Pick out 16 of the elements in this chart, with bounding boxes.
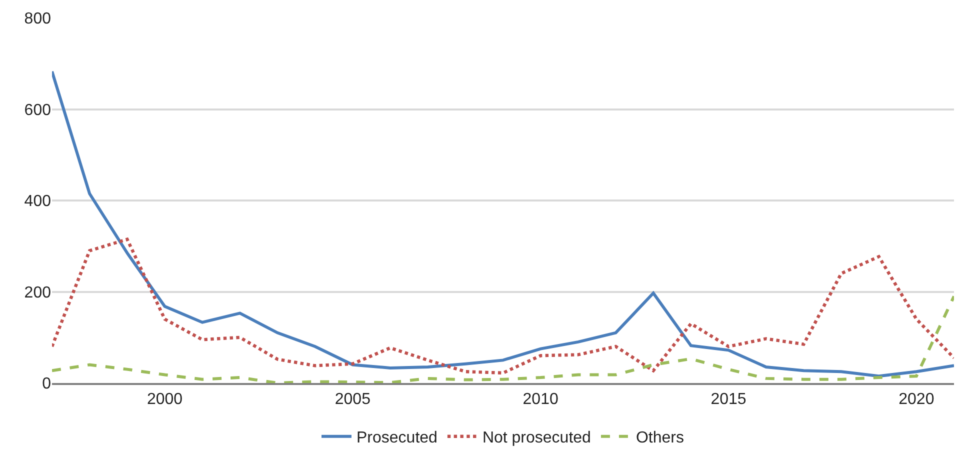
y-tick-label: 0 xyxy=(42,376,52,393)
line-series xyxy=(52,294,954,383)
legend-label: Not prosecuted xyxy=(482,430,591,447)
x-tick-label: 2000 xyxy=(146,391,183,408)
y-tick-label: 400 xyxy=(24,193,52,210)
y-tick-label: 600 xyxy=(24,102,52,119)
line-series xyxy=(52,70,954,378)
x-tick-label: 2010 xyxy=(522,391,558,408)
x-tick-label: 2015 xyxy=(710,391,746,408)
y-tick-label: 800 xyxy=(24,10,52,28)
line-series xyxy=(52,238,954,375)
x-tick-label: 2005 xyxy=(334,391,371,408)
legend-label: Prosecuted xyxy=(356,430,438,447)
y-tick-label: 200 xyxy=(24,284,52,302)
legend-label: Others xyxy=(636,430,684,447)
x-tick-label: 2020 xyxy=(898,391,934,408)
